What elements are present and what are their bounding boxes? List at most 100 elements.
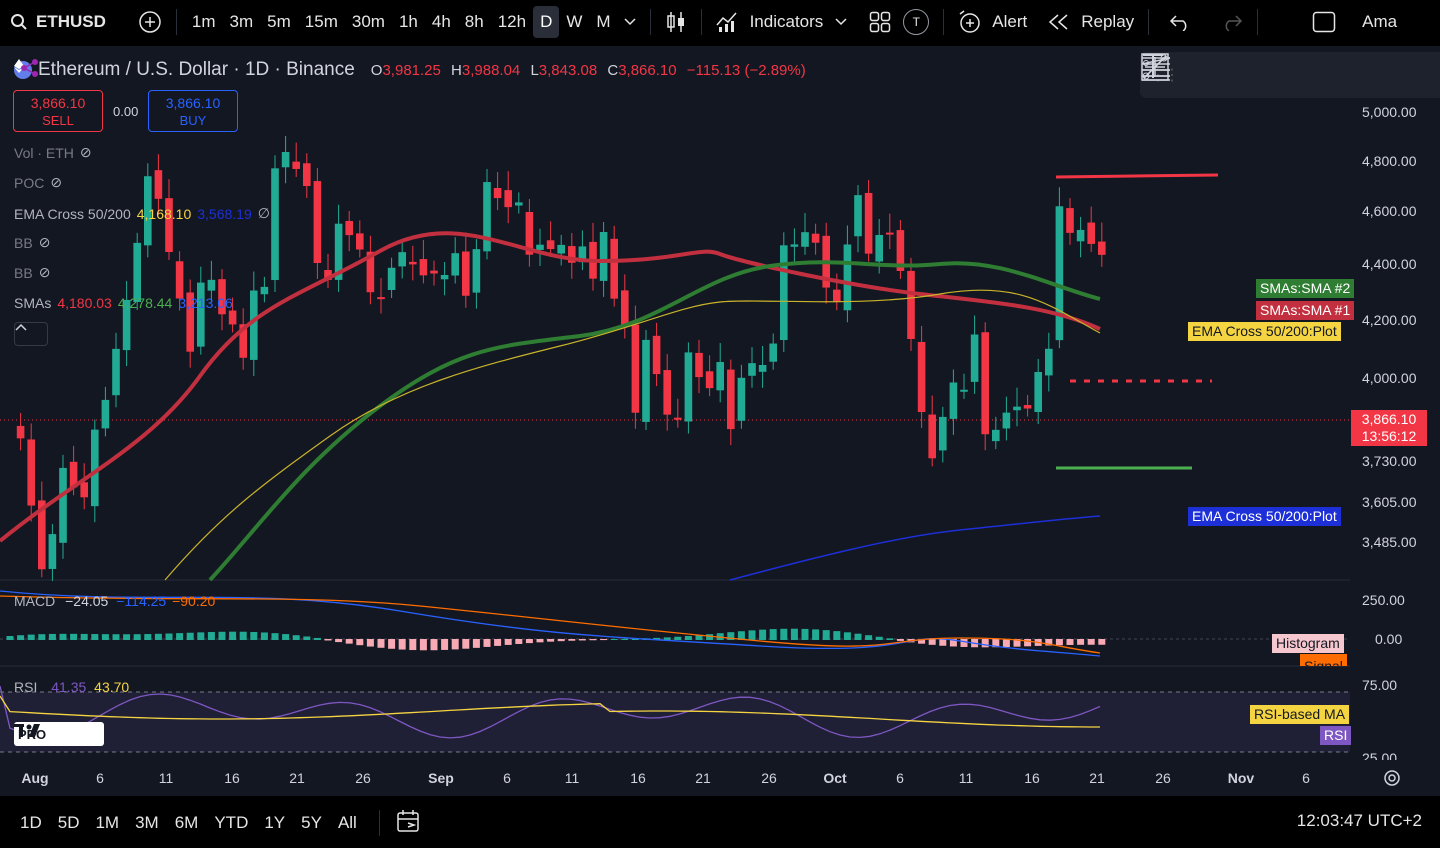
undo-button[interactable] <box>1163 6 1197 38</box>
alert-button[interactable]: Alert <box>952 6 1033 38</box>
low-value: 3,843.08 <box>538 61 598 79</box>
tradingview-logo[interactable]: PRO <box>14 722 104 746</box>
range-ytd[interactable]: YTD <box>214 813 249 832</box>
redo-icon <box>1225 15 1243 31</box>
macd-histogram-bar <box>451 639 459 650</box>
macd-histogram-bar <box>388 639 396 649</box>
eye-off-icon[interactable]: ⊘ <box>38 234 51 250</box>
macd-histogram-bar <box>939 639 947 646</box>
candle-body <box>674 417 682 420</box>
volume-indicator-legend[interactable]: Vol · ETH ⊘ <box>14 144 92 161</box>
macd-axis-label: 0.00 <box>1375 631 1403 647</box>
time-axis-label: Aug <box>21 770 49 786</box>
timeframe-M[interactable]: M <box>596 12 611 31</box>
rsi-legend[interactable]: RSI 41.35 43.70 <box>14 679 129 695</box>
time-axis-label: 21 <box>1089 770 1105 786</box>
timeframe-W[interactable]: W <box>566 12 583 31</box>
fib-retracement-icon[interactable] <box>1142 57 1266 92</box>
bottom-toolbar: 1D 5D 1M 3M 6M YTD 1Y 5Y All 12:03:47 UTC+2 <box>0 798 1440 848</box>
compare-symbol-button[interactable] <box>132 6 168 38</box>
range-1d[interactable]: 1D <box>20 813 42 832</box>
clock-timezone[interactable]: 12:03:47 UTC+2 <box>1296 811 1422 830</box>
macd-histogram-bar <box>557 639 565 642</box>
candle-body <box>970 334 979 382</box>
macd-legend[interactable]: MACD −24.05 −114.25 −90.20 <box>14 593 215 609</box>
sell-button[interactable]: 3,866.10 SELL <box>13 90 103 132</box>
macd-histogram-bar <box>260 632 268 640</box>
regression-lines-icon[interactable] <box>1141 57 1222 92</box>
range-6m[interactable]: 6M <box>174 813 199 832</box>
timeframe-3m[interactable]: 3m <box>229 12 254 31</box>
candle-body <box>610 238 618 299</box>
candle-body <box>886 232 894 235</box>
go-to-date-button[interactable] <box>396 809 422 838</box>
sma-indicator-legend[interactable]: SMAs 4,180.03 4,278.44 3,213.06 <box>14 295 233 311</box>
indicators-button[interactable]: Indicators <box>710 6 830 38</box>
timeframe-list: 1m 3m 5m 15m 30m 1h 4h 8h 12h D W M <box>185 6 618 38</box>
range-3m[interactable]: 3M <box>135 813 159 832</box>
candles-icon <box>666 12 684 32</box>
share-icon[interactable] <box>20 59 40 77</box>
bb-indicator-legend-2[interactable]: BB ⊘ <box>14 264 50 281</box>
candle-body <box>398 252 406 267</box>
range-1y[interactable]: 1Y <box>264 813 286 832</box>
text-tool-icon[interactable] <box>1143 54 1353 92</box>
replay-label: Replay <box>1081 12 1135 31</box>
macd-histogram-bar <box>1077 639 1085 645</box>
price-axis-label: 4,400.00 <box>1362 256 1417 272</box>
timeframe-dropdown-button[interactable] <box>618 6 642 38</box>
candle-body <box>472 249 481 293</box>
toolbar-divider <box>1257 9 1259 35</box>
timeframe-15m[interactable]: 15m <box>304 12 338 31</box>
poc-indicator-legend[interactable]: POC ⊘ <box>14 174 62 191</box>
timeframe-D[interactable]: D <box>533 6 560 38</box>
redo-button[interactable] <box>1215 6 1249 38</box>
tradingview-logo-icon <box>14 724 40 737</box>
rsi-band <box>0 692 1350 752</box>
layouts-button[interactable] <box>863 6 897 38</box>
macd-histogram-bar <box>600 639 608 641</box>
user-avatar-button[interactable]: T <box>897 6 935 38</box>
price-axis-label: 4,600.00 <box>1362 203 1417 219</box>
truncated-menu-item[interactable]: Ama <box>1356 6 1397 38</box>
eye-off-icon[interactable]: ⊘ <box>50 174 63 190</box>
eye-off-icon[interactable]: ⊘ <box>38 264 51 280</box>
range-1m[interactable]: 1M <box>95 813 120 832</box>
indicator-templates-button[interactable] <box>829 6 853 38</box>
eye-off-icon[interactable]: ⊘ <box>79 144 92 160</box>
range-5y[interactable]: 5Y <box>301 813 322 832</box>
chart-type-button[interactable] <box>659 6 693 38</box>
timeframe-12h[interactable]: 12h <box>497 12 527 31</box>
candle-body <box>780 245 788 341</box>
chart-canvas[interactable] <box>0 46 1440 796</box>
timeframe-1m[interactable]: 1m <box>191 12 216 31</box>
chart-frame[interactable]: Ethereum / U.S. Dollar · 1D · Binance O3… <box>0 46 1440 796</box>
timeframe-1h[interactable]: 1h <box>398 12 418 31</box>
measure-tool-icon[interactable] <box>1141 53 1309 92</box>
sma1-series-tag: SMAs:SMA #1 <box>1256 301 1355 320</box>
macd-histogram-bar <box>547 639 555 642</box>
candle-body <box>727 369 735 430</box>
time-axis-label: 16 <box>224 770 240 786</box>
range-all[interactable]: All <box>337 813 357 832</box>
symbol-search[interactable]: ETHUSD <box>0 6 112 38</box>
candle-body <box>631 324 640 413</box>
candle-body <box>122 299 131 351</box>
timeframe-4h[interactable]: 4h <box>431 12 451 31</box>
brush-tool-icon[interactable] <box>1143 55 1440 92</box>
replay-button[interactable]: Replay <box>1041 6 1140 38</box>
range-5d[interactable]: 5D <box>57 813 80 832</box>
fullscreen-button[interactable] <box>1306 6 1342 38</box>
collapse-legend-button[interactable] <box>14 322 48 346</box>
timeframe-5m[interactable]: 5m <box>267 12 291 31</box>
buy-button[interactable]: 3,866.10 BUY <box>148 90 238 132</box>
bb-indicator-legend-1[interactable]: BB ⊘ <box>14 234 50 251</box>
candle-body <box>1013 406 1021 411</box>
timeframe-30m[interactable]: 30m <box>351 12 385 31</box>
macd-histogram-bar <box>727 632 735 640</box>
timeframe-8h[interactable]: 8h <box>464 12 484 31</box>
macd-histogram-bar <box>239 631 247 640</box>
ema-cross-legend[interactable]: EMA Cross 50/200 4,168.10 3,568.19 ∅ <box>14 205 270 222</box>
trend-line-icon[interactable] <box>1142 54 1397 92</box>
ema-slow-value: 3,568.19 <box>197 205 252 222</box>
